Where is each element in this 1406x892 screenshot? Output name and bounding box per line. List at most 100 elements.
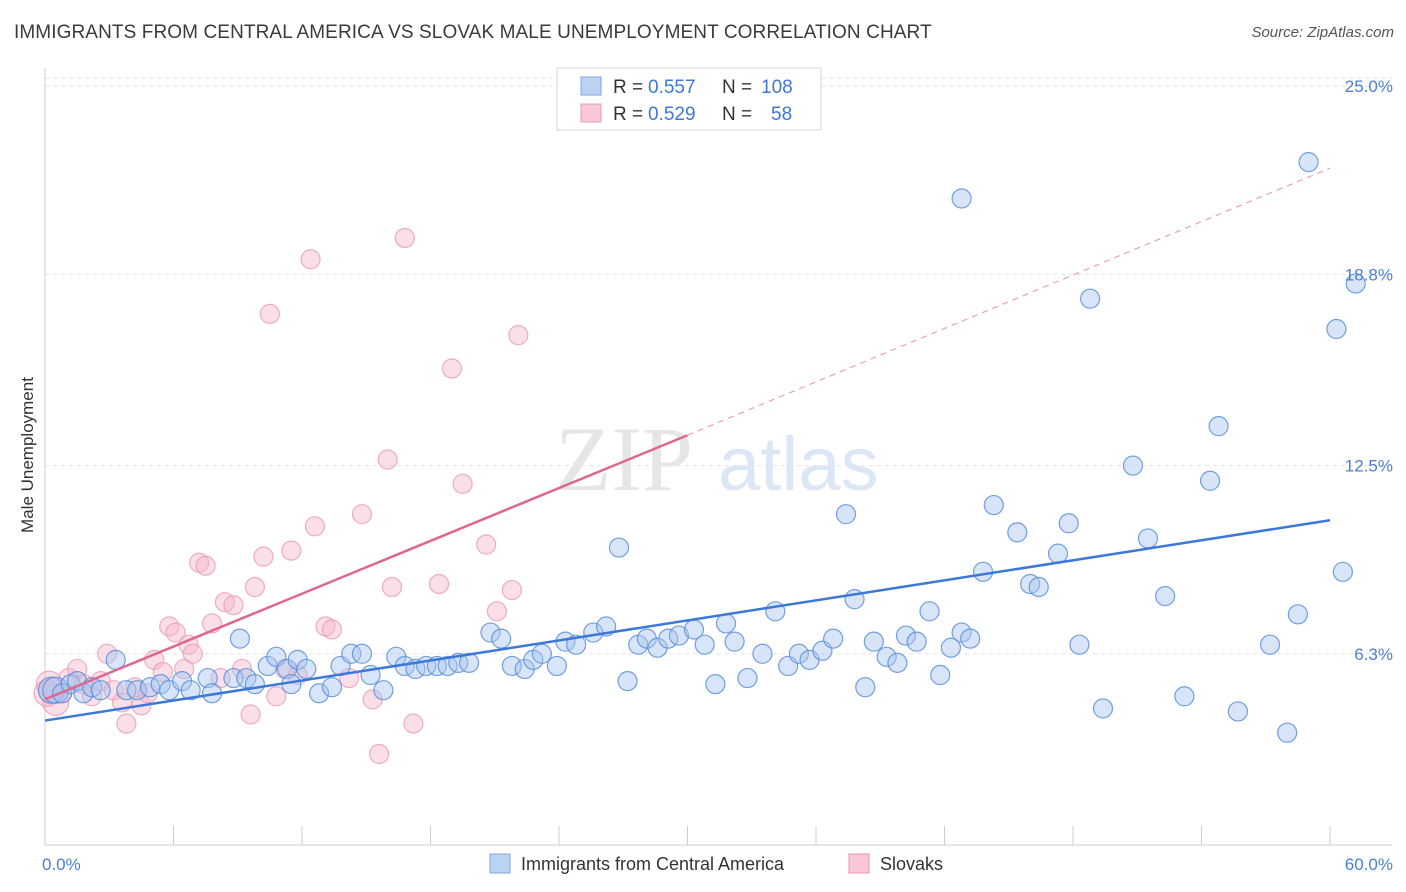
- data-point: [373, 680, 394, 701]
- bottom-legend-swatch-blue: [489, 853, 511, 874]
- data-point: [617, 671, 638, 692]
- data-point: [546, 655, 567, 677]
- data-point: [508, 324, 529, 346]
- x-tick-label-max: 60.0%: [1345, 855, 1393, 874]
- data-point: [491, 628, 512, 649]
- x-minor-ticks: [44, 826, 1331, 845]
- legend-r-value-1: 0.557: [648, 77, 696, 98]
- data-point: [715, 613, 737, 634]
- data-point: [428, 573, 450, 595]
- data-point: [394, 227, 415, 249]
- data-point: [90, 680, 111, 701]
- data-point: [1298, 151, 1319, 173]
- data-point: [480, 622, 501, 643]
- trend-line-slovaks: [44, 434, 688, 701]
- legend-bottom: Immigrants from Central America Slovaks: [489, 853, 943, 874]
- data-point: [1122, 455, 1144, 476]
- data-point: [244, 674, 265, 695]
- data-point: [960, 628, 981, 649]
- data-point: [705, 674, 726, 695]
- data-point: [1092, 698, 1114, 719]
- data-point: [1174, 686, 1195, 707]
- data-point: [1199, 470, 1221, 491]
- data-point: [67, 658, 88, 680]
- data-point: [895, 625, 917, 646]
- data-point: [159, 616, 180, 637]
- data-point: [694, 634, 715, 655]
- data-point: [501, 655, 522, 677]
- bottom-legend-label-blue: Immigrants from Central America: [521, 854, 785, 874]
- data-point: [296, 658, 317, 680]
- data-point: [1007, 522, 1028, 543]
- data-point: [919, 601, 940, 622]
- data-point: [1137, 528, 1159, 549]
- watermark-atlas: atlas: [718, 422, 879, 507]
- data-point: [1259, 634, 1281, 655]
- data-point: [259, 303, 280, 324]
- data-point: [441, 358, 463, 379]
- data-point: [1154, 586, 1176, 607]
- chart-title: IMMIGRANTS FROM CENTRAL AMERICA VS SLOVA…: [14, 22, 932, 43]
- bottom-legend-swatch-pink: [848, 853, 870, 874]
- legend-n-label-1: N =: [722, 77, 752, 98]
- data-point: [1058, 513, 1079, 534]
- data-point: [855, 677, 876, 698]
- data-point: [983, 494, 1004, 516]
- data-point: [737, 667, 758, 689]
- trend-line-central-america: [44, 519, 1331, 722]
- data-point: [341, 643, 362, 664]
- data-point: [229, 628, 250, 649]
- data-point: [223, 595, 244, 616]
- data-point: [1332, 561, 1353, 582]
- data-point: [309, 683, 330, 704]
- data-point: [608, 537, 630, 558]
- data-point: [182, 643, 203, 664]
- data-point: [448, 652, 469, 673]
- data-point: [126, 680, 148, 701]
- data-point: [486, 601, 507, 622]
- legend-top: R = 0.557 N = 108 R = 0.529 N = 58: [556, 67, 822, 131]
- data-point: [951, 188, 972, 209]
- y-tick-label: 25.0%: [1345, 77, 1393, 96]
- data-point: [1080, 288, 1101, 309]
- data-point: [321, 677, 343, 698]
- x-tick-labels: 0.0% 60.0%: [42, 855, 1393, 874]
- data-point: [972, 561, 994, 582]
- data-point: [1227, 701, 1249, 722]
- legend-n-label-2: N =: [722, 104, 752, 125]
- data-point: [1047, 543, 1069, 564]
- data-point: [174, 658, 195, 680]
- y-tick-labels: 6.3% 12.5% 18.8% 25.0%: [1345, 77, 1393, 664]
- data-point: [300, 249, 321, 270]
- data-point: [369, 743, 390, 765]
- watermark: ZIP atlas: [555, 408, 879, 510]
- data-point: [351, 643, 373, 664]
- data-point: [377, 449, 398, 470]
- data-point: [165, 622, 186, 643]
- y-tick-label: 12.5%: [1345, 457, 1393, 476]
- y-tick-label: 6.3%: [1354, 645, 1393, 664]
- data-point: [244, 576, 265, 598]
- data-point: [724, 631, 745, 652]
- data-point: [381, 576, 403, 598]
- data-point: [351, 504, 373, 525]
- data-point: [876, 646, 897, 667]
- data-point: [940, 637, 962, 658]
- legend-r-value-2: 0.529: [648, 104, 696, 125]
- trend-lines: [44, 167, 1331, 722]
- data-point: [152, 661, 173, 683]
- y-tick-label: 18.8%: [1345, 265, 1393, 284]
- central-america-points: [37, 151, 1366, 743]
- data-point: [566, 634, 587, 655]
- data-point: [668, 625, 690, 646]
- grid-lines: [45, 77, 1392, 655]
- chart-source: Source: ZipAtlas.com: [1251, 24, 1394, 41]
- legend-swatch-blue: [580, 76, 602, 96]
- data-point: [116, 680, 137, 701]
- data-point: [887, 652, 908, 673]
- data-point: [1277, 722, 1298, 743]
- watermark-zip: ZIP: [555, 408, 693, 510]
- bottom-legend-label-pink: Slovaks: [880, 854, 943, 874]
- legend-n-value-2: 58: [771, 104, 792, 125]
- trend-line-slovaks-extension: [687, 167, 1331, 436]
